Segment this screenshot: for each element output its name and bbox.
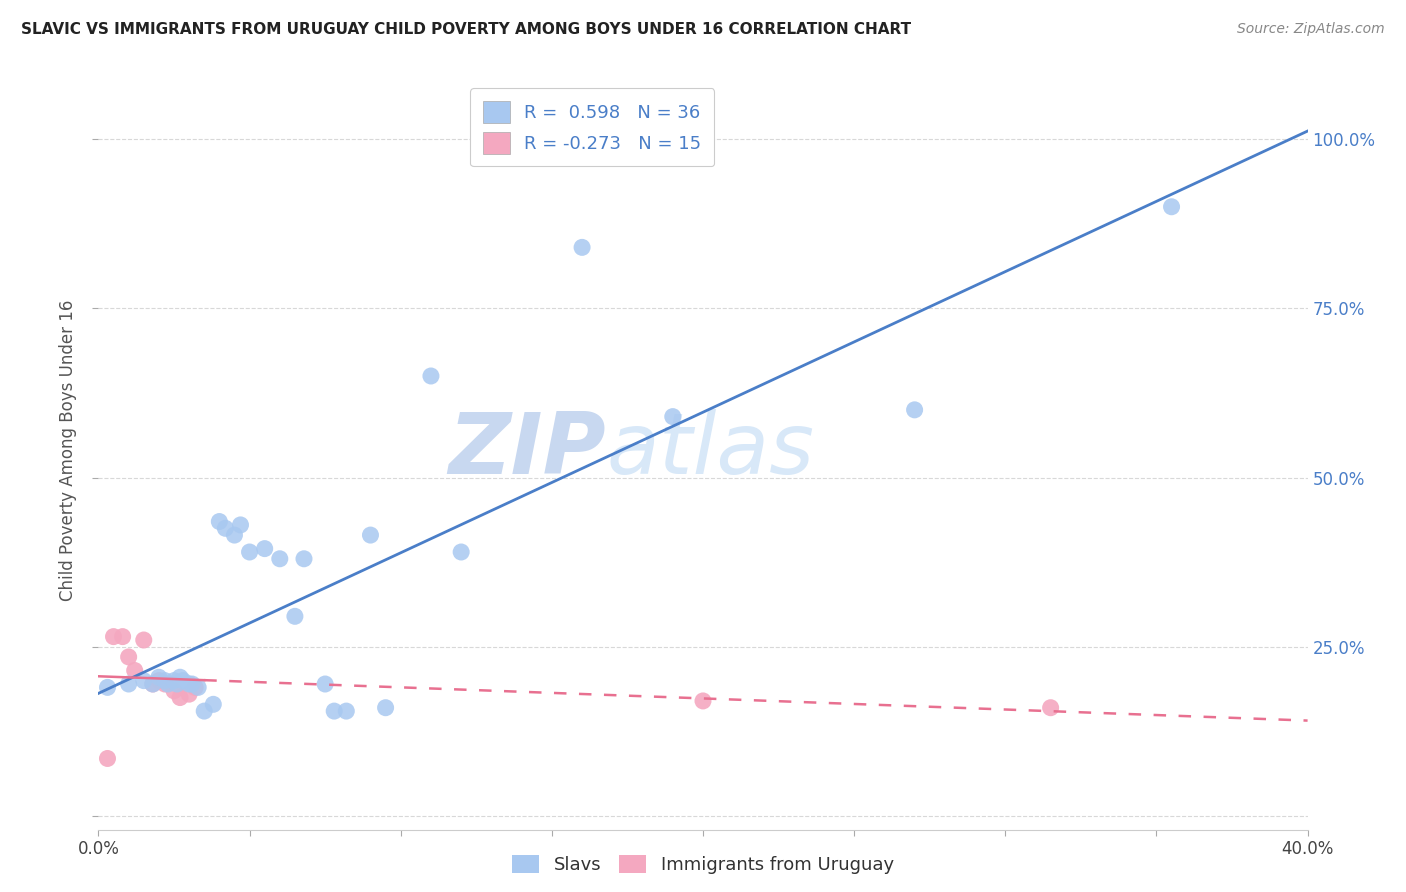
Point [360,528,382,542]
Point [224,528,246,542]
Point [214,521,236,535]
Point [661,409,683,424]
Point [179,677,201,691]
Point [420,369,443,384]
Point [450,545,472,559]
Point [148,673,170,688]
Point [202,698,225,712]
Point [179,687,201,701]
Point [124,664,146,678]
Point [169,690,191,705]
Point [148,670,170,684]
Point [96,751,118,765]
Point [132,633,155,648]
Point [142,677,165,691]
Point [132,673,155,688]
Text: SLAVIC VS IMMIGRANTS FROM URUGUAY CHILD POVERTY AMONG BOYS UNDER 16 CORRELATION : SLAVIC VS IMMIGRANTS FROM URUGUAY CHILD … [21,22,911,37]
Point [111,630,134,644]
Point [96,681,118,695]
Point [193,704,215,718]
Point [1039,700,1062,714]
Point [314,677,336,691]
Point [153,673,176,688]
Point [323,704,346,718]
Y-axis label: Child Poverty Among Boys Under 16: Child Poverty Among Boys Under 16 [59,300,77,601]
Point [374,700,396,714]
Point [571,240,593,254]
Legend: Slavs, Immigrants from Uruguay: Slavs, Immigrants from Uruguay [503,846,903,883]
Text: ZIP: ZIP [449,409,606,492]
Text: atlas: atlas [606,409,814,492]
Point [142,677,165,691]
Point [103,630,125,644]
Point [118,677,141,691]
Point [163,683,186,698]
Text: Source: ZipAtlas.com: Source: ZipAtlas.com [1237,22,1385,37]
Point [169,670,191,684]
Point [153,677,176,691]
Point [187,681,209,695]
Point [172,673,194,688]
Point [335,704,357,718]
Point [284,609,307,624]
Point [229,517,252,532]
Point [156,677,179,691]
Point [208,515,231,529]
Point [292,551,315,566]
Point [118,649,141,664]
Point [269,551,291,566]
Point [904,402,927,417]
Point [181,677,204,691]
Legend: R =  0.598   N = 36, R = -0.273   N = 15: R = 0.598 N = 36, R = -0.273 N = 15 [470,88,714,166]
Point [253,541,276,556]
Point [692,694,714,708]
Point [163,673,186,688]
Point [239,545,262,559]
Point [1160,200,1182,214]
Point [184,681,207,695]
Point [166,677,188,691]
